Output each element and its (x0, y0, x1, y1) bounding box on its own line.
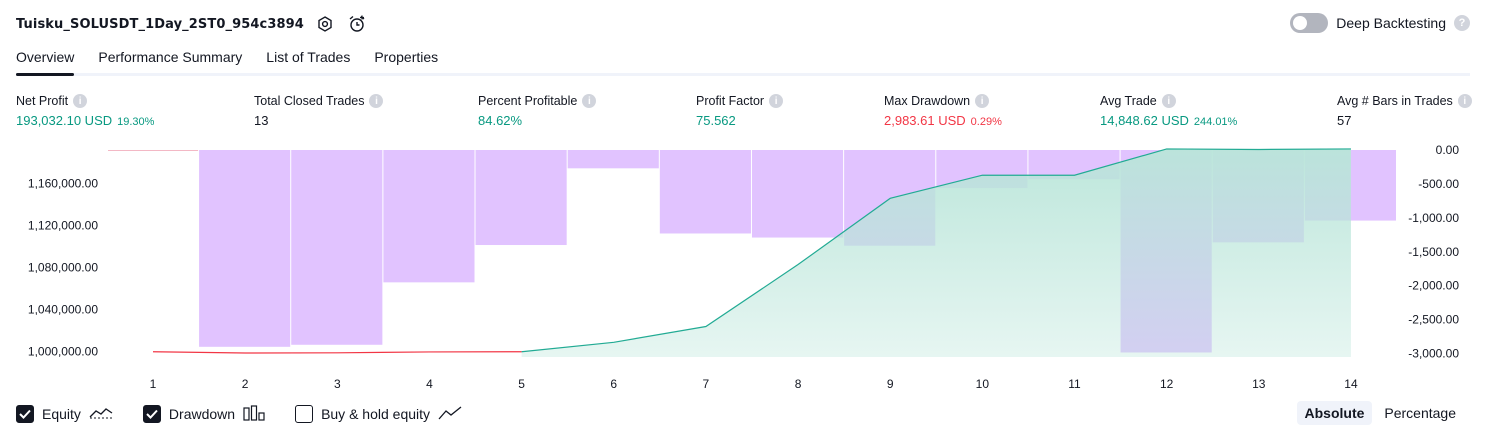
equity-line-icon (89, 405, 113, 424)
metric-value: 84.62% (478, 113, 522, 128)
left-axis-tick-label: 1,040,000.00 (28, 303, 98, 317)
drawdown-bar[interactable] (568, 150, 659, 168)
metric-sub-value: 0.29% (971, 116, 1002, 128)
drawdown-bar[interactable] (660, 150, 751, 233)
equity-line-negative (153, 352, 522, 353)
info-icon[interactable]: i (73, 94, 87, 108)
right-axis-tick-label: -3,000.00 (1408, 347, 1459, 361)
x-axis-tick-label: 4 (426, 377, 433, 391)
tab-bar: Overview Performance Summary List of Tra… (16, 44, 1470, 76)
metric-sub-value: 19.30% (117, 116, 154, 128)
metric-value: 57 (1337, 113, 1351, 128)
header: Tuisku_SOLUSDT_1Day_2ST0_954c3894 (16, 12, 368, 36)
metric-label: Net Profit (16, 94, 68, 108)
deep-backtesting-label: Deep Backtesting (1336, 15, 1446, 31)
x-axis-tick-label: 3 (334, 377, 341, 391)
legend-label: Equity (42, 406, 81, 422)
info-icon[interactable]: i (369, 94, 383, 108)
chart-legend: Equity Drawdown Buy & hold equity (16, 402, 492, 426)
info-icon[interactable]: i (769, 94, 783, 108)
metric-label: Percent Profitable (478, 94, 577, 108)
metric-label: Max Drawdown (884, 94, 970, 108)
drawdown-bars-icon (243, 405, 265, 424)
metric-label: Avg Trade (1100, 94, 1157, 108)
metric-max-drawdown: Max Drawdown i 2,983.61 USD 0.29% (884, 94, 1002, 128)
right-axis-tick-label: -1,500.00 (1408, 245, 1459, 259)
right-axis-tick-label: -500.00 (1418, 177, 1459, 191)
equity-checkbox[interactable] (16, 405, 34, 423)
metric-label: Profit Factor (696, 94, 764, 108)
metric-value: 75.562 (696, 113, 736, 128)
x-axis-tick-label: 14 (1344, 377, 1358, 391)
metrics-row: Net Profit i 193,032.10 USD 19.30% Total C… (16, 94, 1470, 134)
drawdown-bar[interactable] (199, 150, 290, 347)
metric-profit-factor: Profit Factor i 75.562 (696, 94, 783, 128)
tab-performance-summary[interactable]: Performance Summary (98, 44, 242, 73)
percentage-button[interactable]: Percentage (1376, 401, 1464, 425)
x-axis-tick-label: 10 (976, 377, 990, 391)
metric-net-profit: Net Profit i 193,032.10 USD 19.30% (16, 94, 154, 128)
x-axis-tick-label: 1 (150, 377, 157, 391)
x-axis-tick-label: 9 (887, 377, 894, 391)
settings-icon[interactable] (314, 13, 336, 35)
info-icon[interactable]: i (975, 94, 989, 108)
right-axis-tick-label: -2,500.00 (1408, 313, 1459, 327)
metric-total-closed-trades: Total Closed Trades i 13 (254, 94, 383, 128)
right-axis-tick-label: -1,000.00 (1408, 211, 1459, 225)
help-icon[interactable]: ? (1454, 15, 1470, 31)
buy-hold-checkbox[interactable] (295, 405, 313, 423)
right-axis-tick-label: -2,000.00 (1408, 279, 1459, 293)
strategy-title: Tuisku_SOLUSDT_1Day_2ST0_954c3894 (16, 17, 304, 32)
absolute-button[interactable]: Absolute (1297, 401, 1373, 425)
drawdown-bar[interactable] (476, 150, 567, 245)
left-axis-tick-label: 1,120,000.00 (28, 219, 98, 233)
drawdown-bar[interactable] (383, 150, 474, 282)
metric-value: 13 (254, 113, 268, 128)
metric-value: 2,983.61 USD (884, 113, 966, 128)
x-axis-tick-label: 12 (1160, 377, 1174, 391)
x-axis-tick-label: 13 (1252, 377, 1266, 391)
left-axis-tick-label: 1,160,000.00 (28, 177, 98, 191)
equity-area (522, 149, 1351, 357)
left-axis-tick-label: 1,000,000.00 (28, 345, 98, 359)
legend-equity[interactable]: Equity (16, 405, 113, 424)
add-alert-icon[interactable] (346, 13, 368, 35)
legend-label: Buy & hold equity (321, 406, 430, 422)
tab-overview[interactable]: Overview (16, 44, 74, 73)
metric-value: 193,032.10 USD (16, 113, 112, 128)
buy-hold-line-icon (438, 405, 462, 424)
tab-list-of-trades[interactable]: List of Trades (266, 44, 350, 73)
legend-label: Drawdown (169, 406, 235, 422)
metric-percent-profitable: Percent Profitable i 84.62% (478, 94, 596, 128)
drawdown-bar[interactable] (108, 150, 198, 151)
drawdown-checkbox[interactable] (143, 405, 161, 423)
info-icon[interactable]: i (1458, 94, 1472, 108)
metric-avg-trade: Avg Trade i 14,848.62 USD 244.01% (1100, 94, 1237, 128)
x-axis-tick-label: 5 (518, 377, 525, 391)
x-axis-tick-label: 6 (610, 377, 617, 391)
metric-value: 14,848.62 USD (1100, 113, 1189, 128)
x-axis-tick-label: 11 (1068, 377, 1081, 391)
info-icon[interactable]: i (582, 94, 596, 108)
metric-label: Avg # Bars in Trades (1337, 94, 1453, 108)
x-axis-tick-label: 7 (703, 377, 710, 391)
info-icon[interactable]: i (1162, 94, 1176, 108)
metric-sub-value: 244.01% (1194, 116, 1237, 128)
x-axis-tick-label: 2 (242, 377, 249, 391)
deep-backtesting: Deep Backtesting ? (1290, 13, 1470, 33)
deep-backtesting-toggle[interactable] (1290, 13, 1328, 33)
value-mode-switch: Absolute Percentage (1297, 401, 1465, 425)
metric-avg-bars-in-trades: Avg # Bars in Trades i 57 (1337, 94, 1472, 128)
left-axis-tick-label: 1,080,000.00 (28, 261, 98, 275)
metric-label: Total Closed Trades (254, 94, 364, 108)
legend-buy-hold-equity[interactable]: Buy & hold equity (295, 405, 462, 424)
x-axis-tick-label: 8 (795, 377, 802, 391)
right-axis-tick-label: 0.00 (1436, 143, 1460, 157)
drawdown-bar[interactable] (752, 150, 843, 238)
drawdown-bar[interactable] (291, 150, 382, 345)
tab-properties[interactable]: Properties (374, 44, 438, 73)
equity-drawdown-chart[interactable]: 1,160,000.00 1,120,000.00 1,080,000.00 1,04… (0, 142, 1486, 392)
legend-drawdown[interactable]: Drawdown (143, 405, 265, 424)
